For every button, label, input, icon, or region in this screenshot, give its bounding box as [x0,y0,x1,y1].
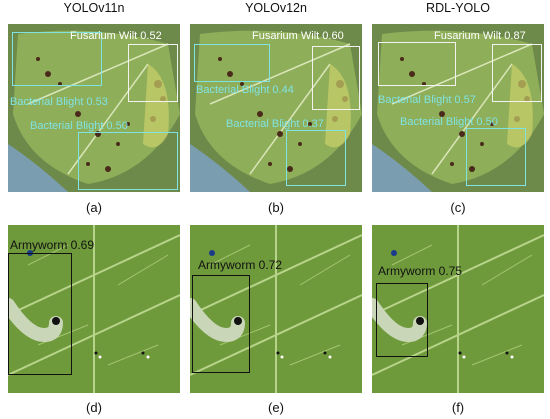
detection-label: Armyworm 0.72 [198,258,283,272]
detection-label: Fusarium Wilt 0.87 [434,30,526,42]
detection-box [78,132,178,190]
caption-e: (e) [268,400,284,415]
detection-label: Bacterial Blight 0.44 [196,84,294,96]
detection-label: Bacterial Blight 0.50 [30,120,128,132]
panel-c-image: Fusarium Wilt 0.87 Bacterial Blight 0.57… [372,24,544,192]
panel-f-image: Armyworm 0.75 [372,225,544,393]
caption-a: (a) [86,200,102,215]
panel-d-image: Armyworm 0.69 [8,225,180,393]
detection-box [376,283,428,357]
detection-box [466,128,526,186]
caption-c: (c) [450,200,466,215]
armyworm-leaf-image [190,225,362,393]
detection-box [194,44,270,82]
detection-box [192,275,250,373]
detection-label: Bacterial Blight 0.57 [378,94,476,106]
detection-label: Armyworm 0.69 [10,238,95,252]
detection-label: Armyworm 0.75 [378,264,463,278]
column-title-rdl-yolo: RDL-YOLO [426,1,490,15]
column-title-yolov12n: YOLOv12n [245,1,307,15]
detection-label: Bacterial Blight 0.53 [10,96,108,108]
detection-label: Fusarium Wilt 0.60 [252,30,344,42]
panel-e-image: Armyworm 0.72 [190,225,362,393]
armyworm-leaf-image [372,225,544,393]
panel-a-image: Fusarium Wilt 0.52 Bacterial Blight 0.53… [8,24,180,192]
detection-box [492,44,542,102]
cotton-leaf-image [8,24,180,192]
panel-b-image: Fusarium Wilt 0.60 Bacterial Blight 0.44… [190,24,362,192]
detection-label: Bacterial Blight 0.50 [400,116,498,128]
detection-box [286,130,346,186]
detection-label: Fusarium Wilt 0.52 [70,30,162,42]
column-title-yolov11n: YOLOv11n [63,1,125,15]
cotton-leaf-image [372,24,544,192]
detection-box [378,42,456,86]
detection-label: Bacterial Blight 0.37 [226,118,324,130]
caption-d: (d) [86,400,102,415]
caption-b: (b) [268,200,284,215]
detection-box [8,253,72,375]
cotton-leaf-image [190,24,362,192]
detection-box [12,32,102,86]
caption-f: (f) [451,400,465,415]
detection-box [312,46,360,110]
detection-box [128,44,178,102]
